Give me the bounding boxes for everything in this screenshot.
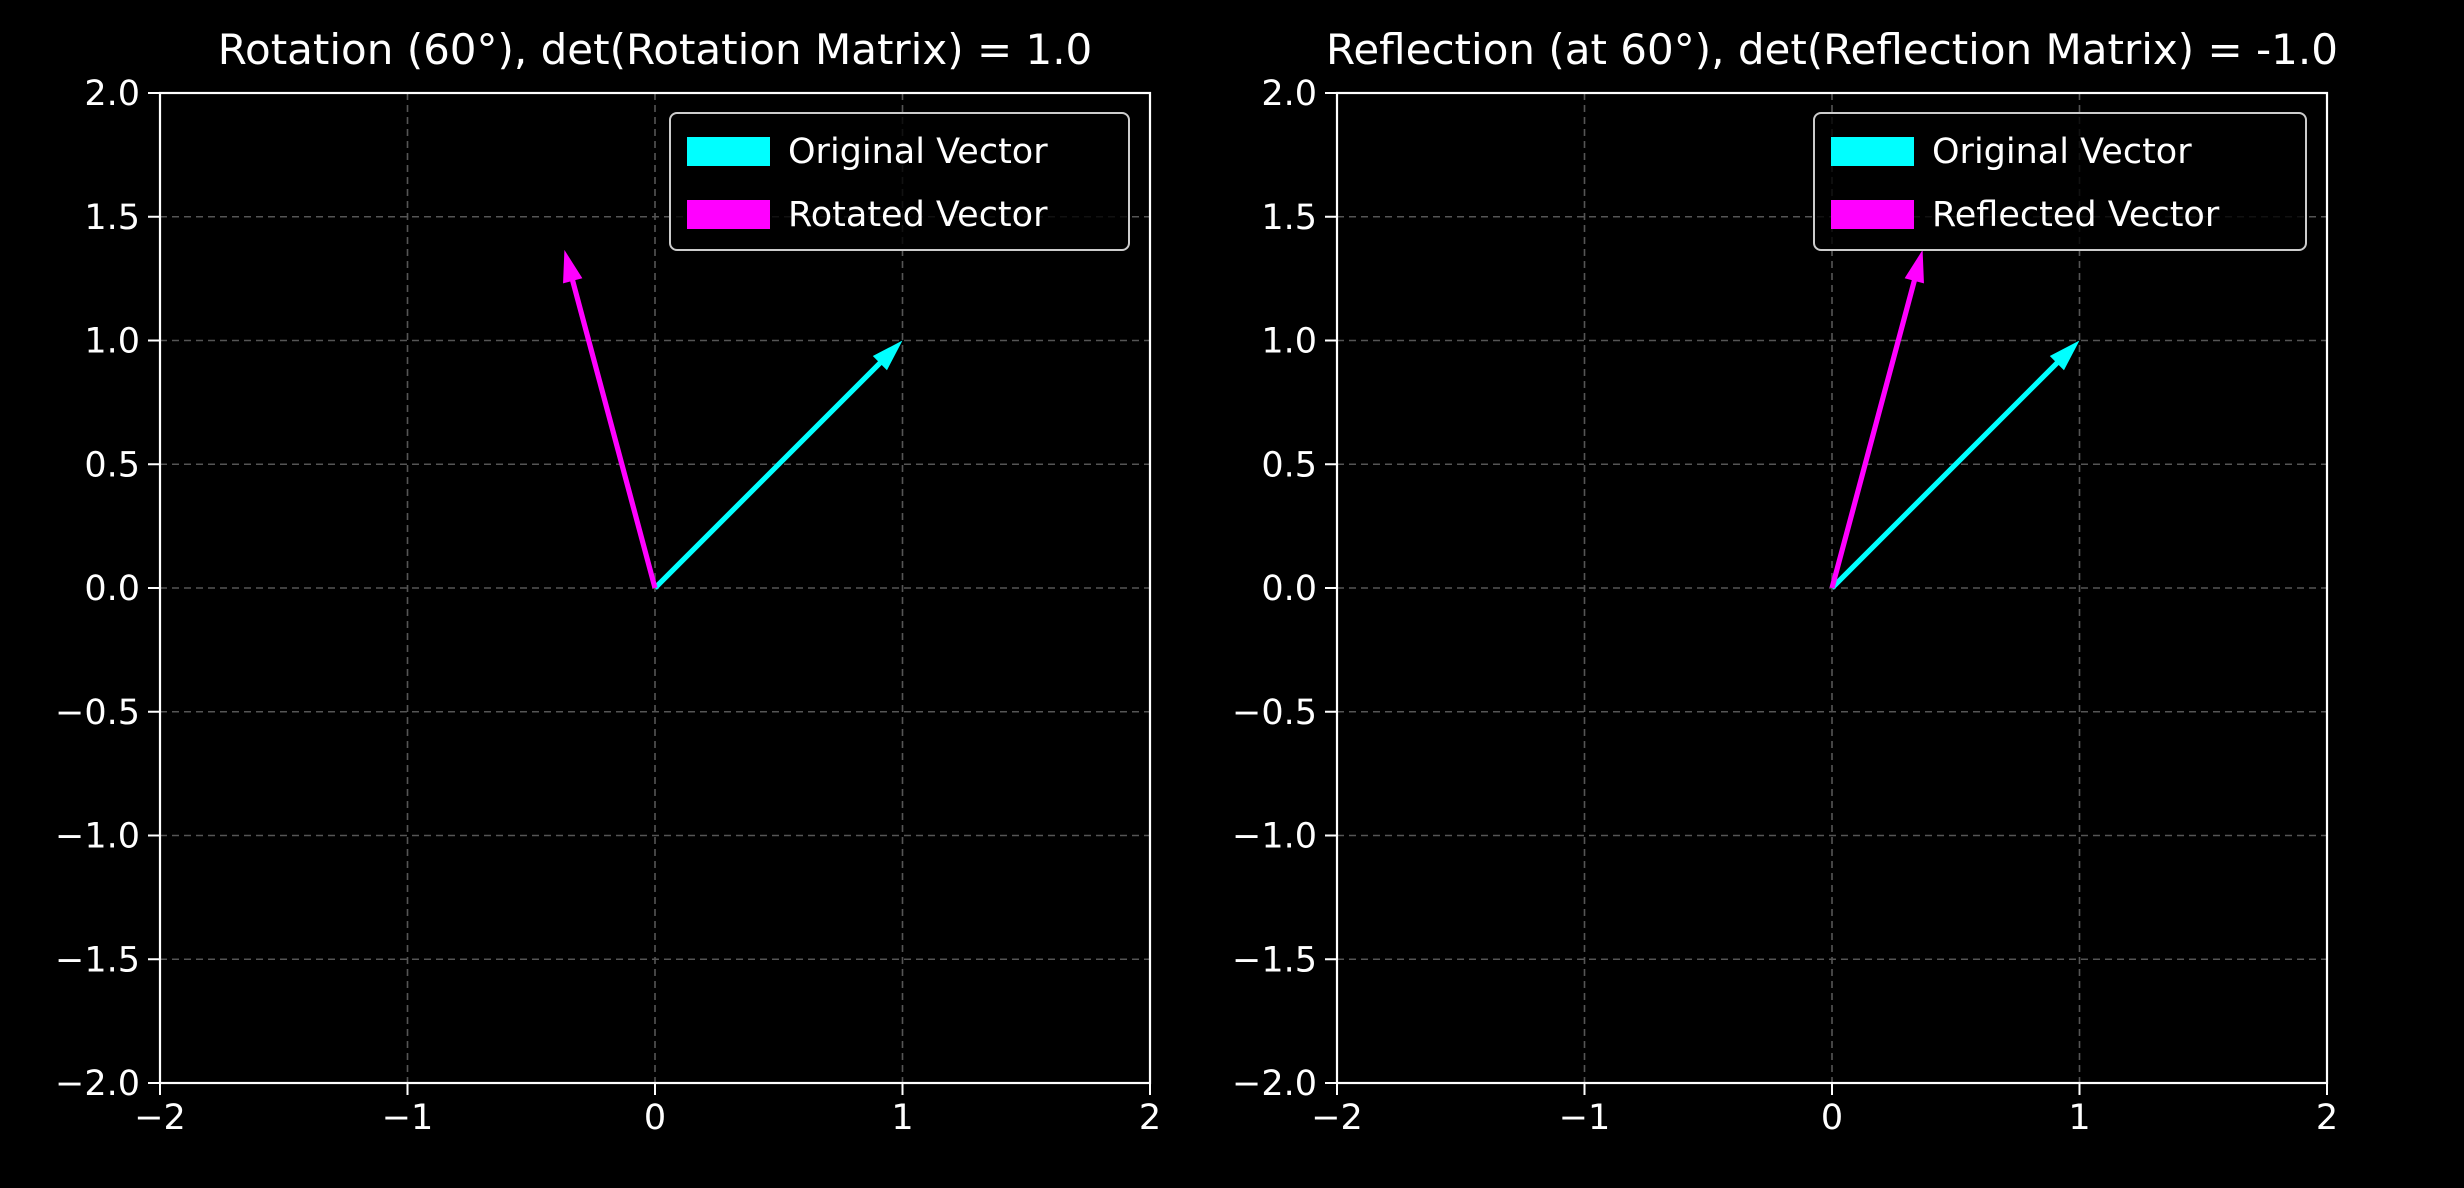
rotation-chart-xtick-label-3: 1 [891,1098,913,1138]
reflection-chart-legend-label-original-vector: Original Vector [1932,132,2192,172]
reflection-chart-legend-label-reflected-vector: Reflected Vector [1932,195,2220,235]
reflection-chart-ytick-label-4: 0.0 [1261,569,1317,609]
rotation-chart-original-vector-arrow [653,340,903,590]
reflection-chart-reflected-vector-arrow [1829,249,1924,589]
rotation-chart-xtick-label-4: 2 [1139,1098,1161,1138]
reflection-chart-xtick-label-1: −1 [1559,1098,1611,1138]
rotation-chart-ytick-label-6: 1.0 [84,322,140,362]
rotation-chart-legend [669,112,1130,251]
rotation-chart-ytick-label-1: −1.5 [55,940,140,980]
rotation-chart-ytick-label-8: 2.0 [84,74,140,114]
rotation-chart-ytick-label-0: −2.0 [55,1064,140,1104]
reflection-chart-ytick-label-8: 2.0 [1261,74,1317,114]
reflection-chart-ytick-label-6: 1.0 [1261,322,1317,362]
rotation-chart-rotated-vector-arrow [563,249,658,589]
rotation-chart-ytick-label-3: −0.5 [55,693,140,733]
rotation-chart-legend-swatch-original-vector [687,137,770,166]
reflection-chart-ytick-label-3: −0.5 [1232,693,1317,733]
reflection-chart-xtick-label-2: 0 [1821,1098,1843,1138]
reflection-chart-ytick-label-2: −1.0 [1232,817,1317,857]
rotation-chart-legend-swatch-rotated-vector [687,200,770,229]
reflection-chart-xtick-label-4: 2 [2316,1098,2338,1138]
rotation-chart: −2 −1 0 1 2 −2.0 −1.5 −1.0 −0.5 0.0 0.5 1.0 1.5 2.0 Ro… [55,25,1161,1138]
reflection-chart-title: Reflection (at 60°), det(Reflection Matr… [1326,25,2338,74]
rotation-chart-xtick-label-1: −1 [382,1098,434,1138]
reflection-chart-legend-swatch-original-vector [1831,137,1914,166]
reflection-chart-legend [1813,112,2307,251]
reflection-chart-ytick-label-5: 0.5 [1261,445,1317,485]
reflection-chart-ytick-label-1: −1.5 [1232,940,1317,980]
rotation-chart-xtick-label-2: 0 [644,1098,666,1138]
reflection-chart-xtick-label-3: 1 [2068,1098,2090,1138]
reflection-chart: −2 −1 0 1 2−2.0−1.5−1.0−0.50.00.51.01.52.0Re… [1232,25,2338,1138]
rotation-chart-ytick-label-2: −1.0 [55,817,140,857]
reflection-chart-original-vector-arrow [1830,340,2080,590]
rotation-chart-legend-label-rotated-vector: Rotated Vector [788,195,1048,235]
reflection-chart-xtick-label-0: −2 [1311,1098,1363,1138]
reflection-chart-ytick-label-7: 1.5 [1261,198,1317,238]
rotation-chart-title: Rotation (60°), det(Rotation Matrix) = 1… [218,25,1093,74]
rotation-chart-legend-label-original-vector: Original Vector [788,132,1048,172]
rotation-chart-ytick-label-4: 0.0 [84,569,140,609]
rotation-chart-ytick-label-5: 0.5 [84,445,140,485]
rotation-chart-xtick-label-0: −2 [134,1098,186,1138]
rotation-chart-ytick-label-7: 1.5 [84,198,140,238]
reflection-chart-ytick-label-0: −2.0 [1232,1064,1317,1104]
reflection-chart-legend-swatch-reflected-vector [1831,200,1914,229]
